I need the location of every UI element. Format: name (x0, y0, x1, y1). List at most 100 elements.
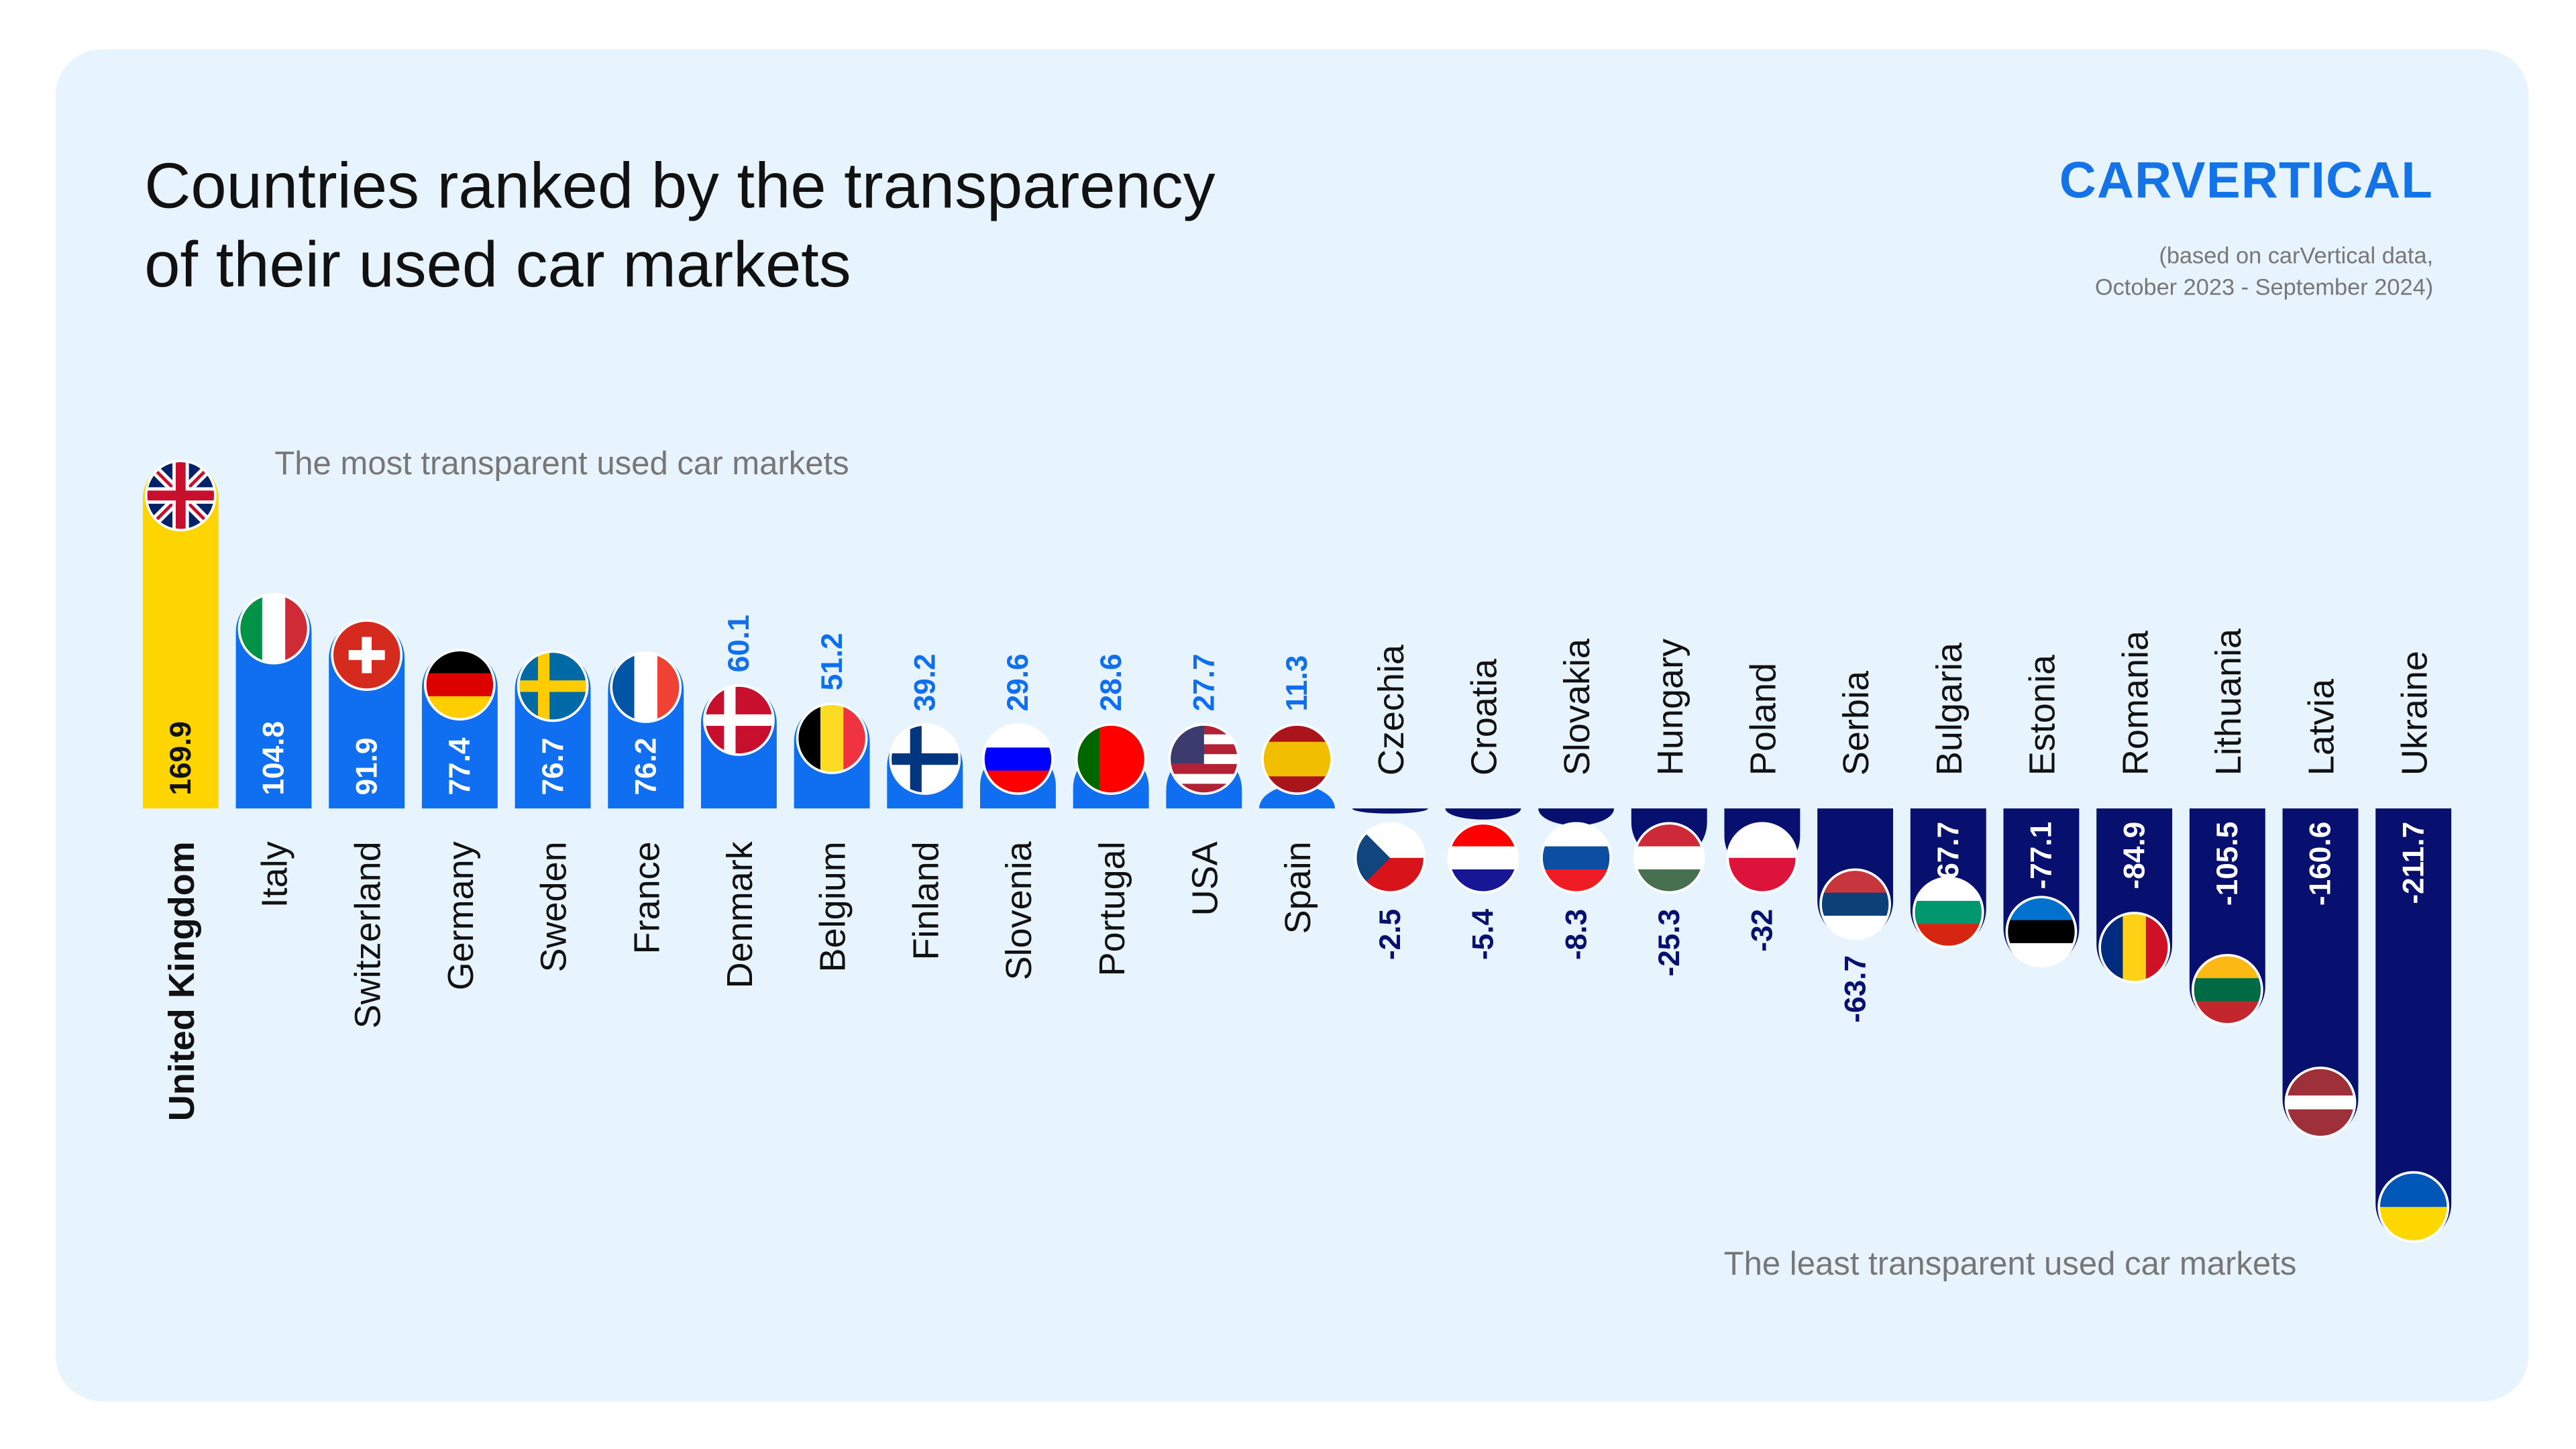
flag-part (983, 747, 1053, 771)
flag-part (1448, 846, 1518, 871)
flag-border (331, 619, 403, 691)
flag-border (796, 702, 868, 774)
flag-part (2006, 920, 2076, 945)
flag (146, 461, 215, 531)
flag-border (982, 723, 1054, 795)
value-label: 29.6 (1002, 653, 1034, 711)
flag (704, 685, 773, 755)
flag (332, 620, 402, 690)
flag-part (820, 704, 845, 773)
flag-part (890, 753, 960, 765)
annotation: The least transparent used car markets (1724, 1246, 2297, 1282)
flag-border (2098, 912, 2171, 983)
flag-part (1169, 763, 1239, 775)
value-label: -32 (1746, 909, 1779, 952)
value-label: 28.6 (1095, 653, 1128, 711)
x-tick-label: United Kingdom (162, 841, 202, 1121)
flag-part (1821, 892, 1890, 917)
value-label: 91.9 (350, 738, 383, 796)
x-tick-label: Estonia (2023, 654, 2063, 775)
flag-part (2286, 1109, 2355, 1124)
x-tick-label: Switzerland (347, 841, 388, 1028)
flag-part (1262, 741, 1332, 760)
x-tick-label: France (627, 841, 667, 954)
flag-border (1540, 822, 1612, 894)
flag-part (1634, 846, 1704, 871)
value-label: 51.2 (816, 633, 849, 690)
bar (142, 461, 219, 809)
flag-border (1075, 723, 1147, 795)
x-tick-label: Slovakia (1557, 638, 1597, 775)
note: (based on carVertical data, (2159, 244, 2433, 269)
flag (1448, 823, 1518, 893)
flag-part (2123, 912, 2147, 983)
flag-border (237, 592, 310, 665)
value-label: -105.5 (2211, 822, 2244, 906)
flag-border (889, 723, 961, 795)
x-tick-label: Finland (906, 841, 946, 960)
x-tick-label: Germany (441, 841, 481, 990)
flag (518, 651, 588, 721)
x-tick-label: USA (1185, 841, 1225, 916)
flag-part (146, 490, 215, 501)
value-label: -8.3 (1560, 909, 1593, 960)
flag-part (2192, 978, 2262, 1002)
flag-border (1447, 822, 1519, 894)
flag-part (348, 650, 385, 660)
bar (2375, 808, 2452, 1242)
value-label: -5.4 (1467, 908, 1500, 960)
value-label: 11.3 (1281, 655, 1313, 712)
flag-border (423, 649, 496, 721)
value-label: -211.7 (2397, 822, 2430, 904)
value-label: -25.3 (1653, 909, 1686, 977)
value-label: 60.1 (722, 614, 755, 672)
x-tick-label: Sweden (534, 841, 574, 972)
value-label: 27.7 (1188, 653, 1221, 711)
flag-part (518, 680, 588, 692)
x-tick-label: Bulgaria (1929, 642, 1970, 775)
flag-border (2191, 953, 2263, 1026)
flag-part (1169, 773, 1239, 785)
chart-title: Countries ranked by the transparency (144, 150, 1215, 221)
flag-part (1542, 846, 1611, 871)
flag-border (1354, 822, 1426, 894)
x-tick-label: Hungary (1650, 639, 1690, 775)
value-label: 77.4 (443, 737, 476, 795)
value-label: -2.5 (1374, 909, 1407, 960)
flag-border (610, 651, 682, 723)
x-tick-label: Portugal (1092, 841, 1132, 976)
flag-part (1099, 724, 1124, 794)
flag-border (2377, 1171, 2450, 1243)
flag (890, 724, 960, 794)
flag-border (1633, 822, 1705, 894)
x-tick-label: Romania (2115, 630, 2155, 775)
x-tick-label: Serbia (1836, 670, 1876, 775)
x-tick-label: Czechia (1371, 644, 1411, 775)
x-tick-label: Croatia (1464, 658, 1505, 775)
annotation: The most transparent used car markets (274, 445, 849, 482)
x-tick-label: Denmark (720, 841, 760, 988)
value-label: 104.8 (258, 721, 290, 796)
flag-border (144, 460, 217, 532)
flag-border (2005, 896, 2078, 968)
flag-border (517, 650, 589, 722)
flag-border (703, 684, 775, 756)
value-label: 76.7 (537, 738, 570, 796)
x-tick-label: Latvia (2302, 678, 2342, 775)
bar (1352, 808, 1428, 814)
x-tick-label: Belgium (813, 841, 853, 972)
flag-part (634, 652, 659, 722)
flag-part (262, 594, 286, 663)
x-tick-label: Lithuania (2208, 628, 2249, 775)
flag-border (1168, 723, 1240, 795)
x-tick-label: Poland (1743, 663, 1784, 775)
x-tick-label: Ukraine (2394, 651, 2434, 775)
value-label: -67.7 (1932, 822, 1965, 890)
flag-part (1913, 900, 1983, 925)
value-label: -84.9 (2118, 822, 2151, 890)
value-label: -77.1 (2025, 822, 2058, 890)
flag-part (2286, 1081, 2355, 1097)
flag (425, 650, 494, 720)
flag-border (1726, 822, 1799, 894)
